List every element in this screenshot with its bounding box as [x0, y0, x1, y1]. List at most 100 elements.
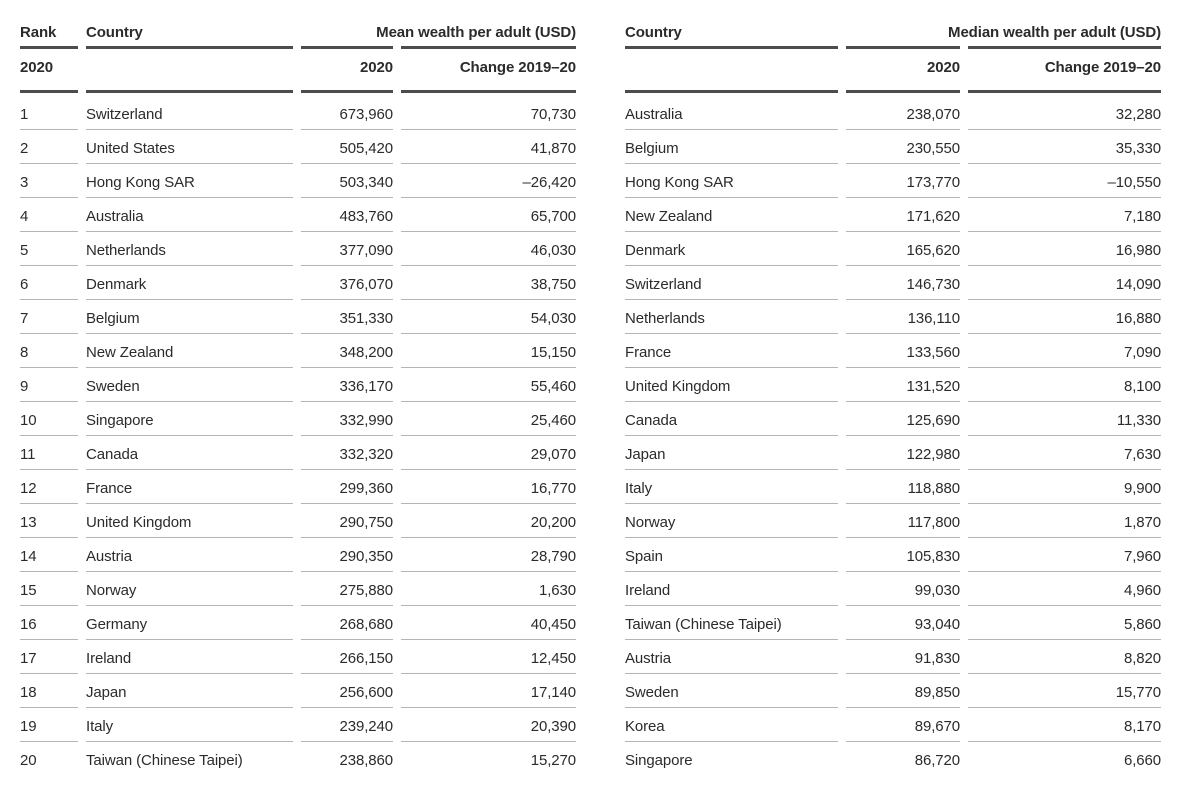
value-cell: 131,520	[846, 373, 960, 402]
header-rule-segment	[301, 90, 393, 93]
country-cell: Netherlands	[86, 237, 293, 266]
country-cell: Switzerland	[86, 101, 293, 130]
table-row: Sweden 89,850 15,770	[625, 679, 1161, 713]
change-cell: 8,170	[968, 713, 1161, 742]
country-cell: Japan	[86, 679, 293, 708]
header-rule-segment	[401, 90, 576, 93]
header-rule	[20, 90, 576, 93]
change-cell: 5,860	[968, 611, 1161, 640]
rank-cell: 2	[20, 135, 78, 164]
table-row: 8 New Zealand 348,200 15,150	[20, 339, 576, 373]
table-row: Taiwan (Chinese Taipei) 93,040 5,860	[625, 611, 1161, 645]
country-cell: Norway	[86, 577, 293, 606]
rank-cell: 5	[20, 237, 78, 266]
table-row: France 133,560 7,090	[625, 339, 1161, 373]
value-cell: 351,330	[301, 305, 393, 334]
country-cell: Singapore	[86, 407, 293, 436]
rank-cell: 11	[20, 441, 78, 470]
rank-cell: 8	[20, 339, 78, 368]
change-cell: 1,870	[968, 509, 1161, 538]
value-cell: 376,070	[301, 271, 393, 300]
rank-cell: 20	[20, 752, 37, 769]
country-cell: Ireland	[86, 645, 293, 674]
country-cell: Taiwan (Chinese Taipei)	[86, 752, 243, 769]
country-cell: Austria	[86, 543, 293, 572]
table-row: 5 Netherlands 377,090 46,030	[20, 237, 576, 271]
country-cell: Denmark	[86, 271, 293, 300]
table-row: Switzerland 146,730 14,090	[625, 271, 1161, 305]
column-header-rank: Rank	[20, 24, 57, 41]
country-cell: Belgium	[86, 305, 293, 334]
country-cell: Spain	[625, 543, 838, 572]
change-cell: 54,030	[401, 305, 576, 334]
header-rule	[625, 46, 1161, 49]
subheader-change: Change 2019–20	[1044, 59, 1161, 76]
value-cell: 173,770	[846, 169, 960, 198]
value-cell: 332,990	[301, 407, 393, 436]
change-cell: 38,750	[401, 271, 576, 300]
table-row: 15 Norway 275,880 1,630	[20, 577, 576, 611]
table-row: 16 Germany 268,680 40,450	[20, 611, 576, 645]
value-cell: 673,960	[301, 101, 393, 130]
value-cell: 239,240	[301, 713, 393, 742]
subheader-value-year: 2020	[927, 59, 960, 76]
value-cell: 290,750	[301, 509, 393, 538]
value-cell: 136,110	[846, 305, 960, 334]
header-rule	[20, 46, 576, 49]
rank-cell: 12	[20, 475, 78, 504]
country-cell: United States	[86, 135, 293, 164]
country-cell: Austria	[625, 645, 838, 674]
country-cell: New Zealand	[625, 203, 838, 232]
rank-cell: 7	[20, 305, 78, 334]
rank-cell: 15	[20, 577, 78, 606]
country-cell: Taiwan (Chinese Taipei)	[625, 611, 838, 640]
value-cell: 171,620	[846, 203, 960, 232]
value-cell: 332,320	[301, 441, 393, 470]
change-cell: 15,770	[968, 679, 1161, 708]
table-row: Italy 118,880 9,900	[625, 475, 1161, 509]
country-cell: Norway	[625, 509, 838, 538]
change-cell: 14,090	[968, 271, 1161, 300]
value-cell: 89,670	[846, 713, 960, 742]
value-cell: 275,880	[301, 577, 393, 606]
median-table-header-row-1: Country Median wealth per adult (USD)	[625, 18, 1161, 46]
change-cell: 16,980	[968, 237, 1161, 266]
country-cell: Singapore	[625, 752, 693, 769]
country-cell: Germany	[86, 611, 293, 640]
header-rule-segment	[401, 46, 576, 49]
country-cell: Hong Kong SAR	[625, 169, 838, 198]
change-cell: –26,420	[401, 169, 576, 198]
rank-cell: 9	[20, 373, 78, 402]
header-rule-segment	[846, 90, 960, 93]
value-cell: 117,800	[846, 509, 960, 538]
table-row: Singapore 86,720 6,660	[625, 747, 1161, 781]
table-row: Canada 125,690 11,330	[625, 407, 1161, 441]
header-rule-segment	[625, 90, 838, 93]
change-cell: 15,150	[401, 339, 576, 368]
value-cell: 99,030	[846, 577, 960, 606]
value-cell: 377,090	[301, 237, 393, 266]
country-cell: Netherlands	[625, 305, 838, 334]
country-cell: Belgium	[625, 135, 838, 164]
value-cell: 86,720	[914, 752, 960, 769]
header-rule-segment	[86, 46, 293, 49]
median-wealth-table: Country Median wealth per adult (USD) 20…	[625, 18, 1161, 781]
value-cell: 238,860	[339, 752, 393, 769]
table-row: Denmark 165,620 16,980	[625, 237, 1161, 271]
country-cell: Canada	[625, 407, 838, 436]
subheader-spacer	[625, 49, 838, 90]
header-rule-segment	[86, 90, 293, 93]
country-cell: United Kingdom	[86, 509, 293, 538]
median-table-header-row-2: 2020 Change 2019–20	[625, 49, 1161, 90]
subheader-change: Change 2019–20	[459, 59, 576, 76]
header-rule-segment	[301, 46, 393, 49]
subheader-value-year: 2020	[360, 59, 393, 76]
table-row: Austria 91,830 8,820	[625, 645, 1161, 679]
change-cell: 4,960	[968, 577, 1161, 606]
table-row: Japan 122,980 7,630	[625, 441, 1161, 475]
value-cell: 503,340	[301, 169, 393, 198]
table-row: New Zealand 171,620 7,180	[625, 203, 1161, 237]
header-rule-segment	[625, 46, 838, 49]
rank-cell: 18	[20, 679, 78, 708]
